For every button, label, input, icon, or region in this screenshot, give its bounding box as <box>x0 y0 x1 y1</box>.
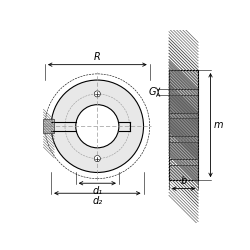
Bar <box>169 70 198 89</box>
Circle shape <box>76 105 119 148</box>
Circle shape <box>94 156 100 162</box>
Text: G: G <box>148 87 156 97</box>
Bar <box>44 119 54 133</box>
Bar <box>169 95 198 113</box>
Text: b: b <box>180 176 187 186</box>
Bar <box>169 118 198 136</box>
Bar <box>169 113 198 118</box>
Bar <box>169 165 198 180</box>
Text: R: R <box>94 52 101 62</box>
Bar <box>169 142 198 159</box>
Bar <box>169 136 198 141</box>
Circle shape <box>94 91 100 97</box>
Text: d₂: d₂ <box>92 196 102 206</box>
Bar <box>169 89 198 95</box>
Text: d₁: d₁ <box>92 186 102 196</box>
Bar <box>169 70 198 180</box>
Bar <box>169 159 198 165</box>
Text: m: m <box>214 120 223 130</box>
Circle shape <box>51 80 144 172</box>
